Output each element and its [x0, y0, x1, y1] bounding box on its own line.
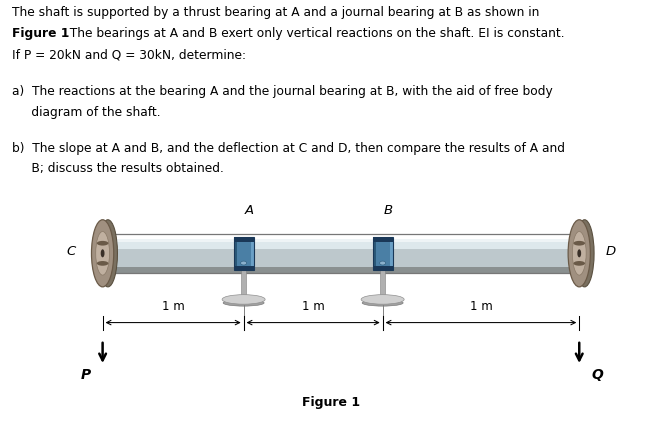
- Bar: [103, 233, 583, 273]
- Ellipse shape: [568, 220, 591, 287]
- Text: diagram of the shaft.: diagram of the shaft.: [12, 106, 161, 119]
- Text: If P = 20kN and Q = 30kN, determine:: If P = 20kN and Q = 30kN, determine:: [12, 48, 246, 61]
- Ellipse shape: [99, 220, 117, 287]
- Ellipse shape: [577, 249, 581, 257]
- Text: D: D: [606, 245, 616, 258]
- Bar: [103, 267, 583, 273]
- Text: P: P: [81, 368, 91, 382]
- Text: B: B: [383, 204, 393, 216]
- Circle shape: [380, 261, 385, 265]
- Ellipse shape: [361, 294, 404, 304]
- Text: . The bearings at A and B exert only vertical reactions on the shaft. EI is cons: . The bearings at A and B exert only ver…: [62, 27, 565, 40]
- Ellipse shape: [573, 232, 586, 275]
- Bar: [373, 237, 393, 242]
- Bar: [375, 237, 389, 269]
- Bar: [237, 237, 250, 269]
- Ellipse shape: [573, 261, 585, 266]
- Ellipse shape: [573, 241, 585, 246]
- Ellipse shape: [222, 294, 265, 304]
- Ellipse shape: [575, 220, 594, 287]
- Bar: [103, 239, 583, 249]
- Bar: [373, 237, 375, 269]
- Bar: [234, 266, 254, 269]
- Ellipse shape: [91, 220, 114, 287]
- Text: Figure 1: Figure 1: [12, 27, 70, 40]
- Text: Figure 1: Figure 1: [302, 396, 360, 409]
- Text: a)  The reactions at the bearing A and the journal bearing at B, with the aid of: a) The reactions at the bearing A and th…: [12, 85, 553, 98]
- Bar: [389, 237, 393, 269]
- Bar: [250, 237, 254, 269]
- Bar: [234, 237, 254, 269]
- Circle shape: [240, 261, 246, 265]
- Text: 1 m: 1 m: [469, 300, 493, 313]
- Bar: [234, 237, 237, 269]
- Text: 1 m: 1 m: [302, 300, 324, 313]
- Ellipse shape: [96, 232, 109, 275]
- Text: b)  The slope at A and B, and the deflection at C and D, then compare the result: b) The slope at A and B, and the deflect…: [12, 142, 565, 155]
- Bar: [373, 266, 393, 269]
- Text: B; discuss the results obtained.: B; discuss the results obtained.: [12, 162, 224, 175]
- Bar: [234, 237, 254, 242]
- Text: C: C: [66, 245, 75, 258]
- Text: Q: Q: [591, 368, 603, 382]
- Text: A: A: [244, 204, 254, 216]
- Bar: [241, 269, 246, 298]
- Ellipse shape: [101, 249, 105, 257]
- Bar: [380, 269, 385, 298]
- Ellipse shape: [97, 241, 109, 246]
- Bar: [103, 239, 583, 242]
- Ellipse shape: [362, 300, 403, 306]
- Bar: [373, 237, 393, 269]
- Ellipse shape: [97, 261, 109, 266]
- Ellipse shape: [223, 300, 264, 306]
- Text: 1 m: 1 m: [162, 300, 185, 313]
- Bar: [103, 239, 583, 267]
- Text: The shaft is supported by a thrust bearing at A and a journal bearing at B as sh: The shaft is supported by a thrust beari…: [12, 6, 540, 19]
